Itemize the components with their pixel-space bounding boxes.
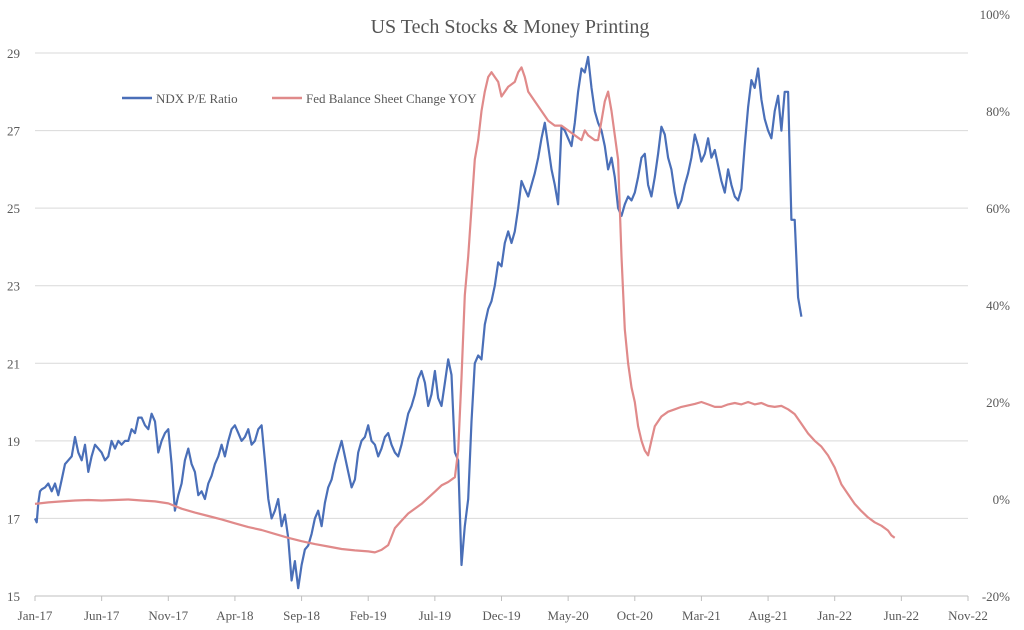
x-tick-label: Nov-17 [148, 608, 188, 623]
chart-title: US Tech Stocks & Money Printing [371, 16, 650, 38]
y-left-tick-label: 21 [7, 356, 20, 371]
x-tick-label: Feb-19 [350, 608, 387, 623]
y-left-tick-label: 19 [7, 434, 20, 449]
x-tick-label: Jan-17 [18, 608, 53, 623]
plot-area [33, 55, 896, 590]
y-right-tick-label: 60% [986, 201, 1010, 216]
x-tick-label: Dec-19 [482, 608, 520, 623]
gridlines [35, 52, 968, 597]
y-right-tick-label: 100% [980, 7, 1011, 22]
y-right-tick-label: 80% [986, 104, 1010, 119]
y-left-tick-label: 25 [7, 201, 20, 216]
y-left-tick-label: 23 [7, 279, 20, 294]
x-tick-label: Apr-18 [216, 608, 253, 623]
x-tick-label: Oct-20 [617, 608, 653, 623]
series-line-fed-balance-sheet [34, 66, 896, 554]
x-tick-label: May-20 [548, 608, 589, 623]
y-right-tick-label: 20% [986, 395, 1010, 410]
x-tick-label: Sep-18 [283, 608, 320, 623]
y-left-tick-label: 17 [7, 511, 21, 526]
y-right-tick-label: 40% [986, 298, 1010, 313]
x-tick-label: Jun-17 [84, 608, 120, 623]
legend-label: Fed Balance Sheet Change YOY [306, 91, 477, 106]
x-tick-label: Nov-22 [948, 608, 988, 623]
y-left-tick-label: 29 [7, 46, 20, 61]
x-tick-label: Mar-21 [682, 608, 721, 623]
y-left-tick-label: 15 [7, 589, 20, 604]
legend: NDX P/E Ratio Fed Balance Sheet Change YO… [122, 91, 477, 106]
right-y-axis: -20% 0% 20% 40% 60% 80% 100% [980, 7, 1011, 604]
y-left-tick-label: 27 [7, 124, 21, 139]
series-line-ndx-pe-ratio [33, 55, 803, 590]
y-right-tick-label: 0% [993, 492, 1011, 507]
x-axis: Jan-17 Jun-17 Nov-17 Apr-18 Sep-18 Feb-19 Jul-… [18, 595, 988, 623]
x-tick-label: Jul-19 [419, 608, 452, 623]
y-right-tick-label: -20% [982, 589, 1010, 604]
left-y-axis: 15 17 19 21 23 25 27 29 [7, 46, 21, 604]
x-tick-label: Aug-21 [748, 608, 788, 623]
x-tick-label: Jan-22 [817, 608, 852, 623]
x-tick-label: Jun-22 [884, 608, 919, 623]
legend-label: NDX P/E Ratio [156, 91, 238, 106]
